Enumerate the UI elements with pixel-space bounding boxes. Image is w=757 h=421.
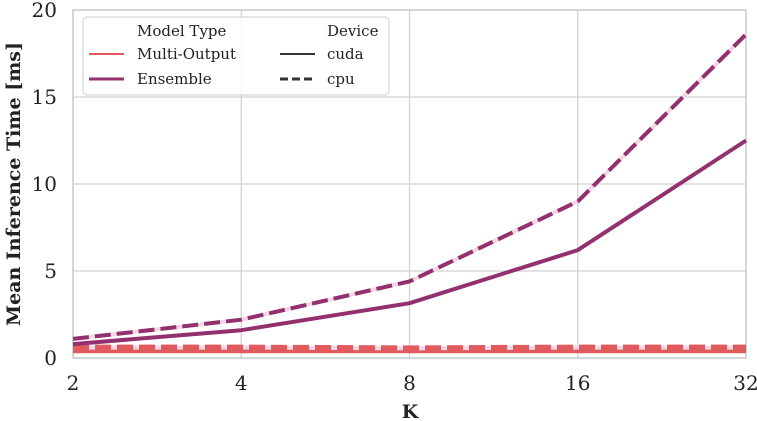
series-line: [72, 32, 748, 341]
y-tick-label: 15: [32, 85, 57, 109]
series-line: [73, 344, 746, 352]
legend-title-model-type: Model Type: [137, 22, 227, 40]
x-tick-label: 4: [235, 371, 248, 395]
plot-frame: [72, 9, 747, 359]
legend-label-cuda: cuda: [327, 45, 364, 63]
y-tick-label: 5: [44, 259, 57, 283]
y-tick-label: 10: [32, 172, 57, 196]
y-axis-label: Mean Inference Time [ms]: [3, 42, 25, 326]
x-tick-label: 32: [733, 371, 757, 395]
legend-label-multi-output: Multi-Output: [137, 45, 236, 63]
legend: Model Type Multi-Output Ensemble Device …: [82, 16, 390, 96]
legend-label-cpu: cpu: [327, 70, 355, 88]
x-tick-label: 2: [67, 371, 80, 395]
y-tick-labels: 0 5 10 15 20: [32, 0, 57, 370]
x-tick-label: 16: [565, 371, 590, 395]
legend-title-device: Device: [327, 22, 379, 40]
legend-label-ensemble: Ensemble: [137, 70, 212, 88]
x-tick-labels: 2 4 8 16 32: [67, 371, 757, 395]
x-tick-label: 8: [403, 371, 416, 395]
legend-box: [82, 16, 390, 96]
y-tick-label: 20: [32, 0, 57, 22]
y-tick-label: 0: [44, 346, 57, 370]
x-axis-label: K: [402, 401, 420, 421]
series-lines: [72, 32, 748, 354]
series-line: [72, 138, 748, 347]
